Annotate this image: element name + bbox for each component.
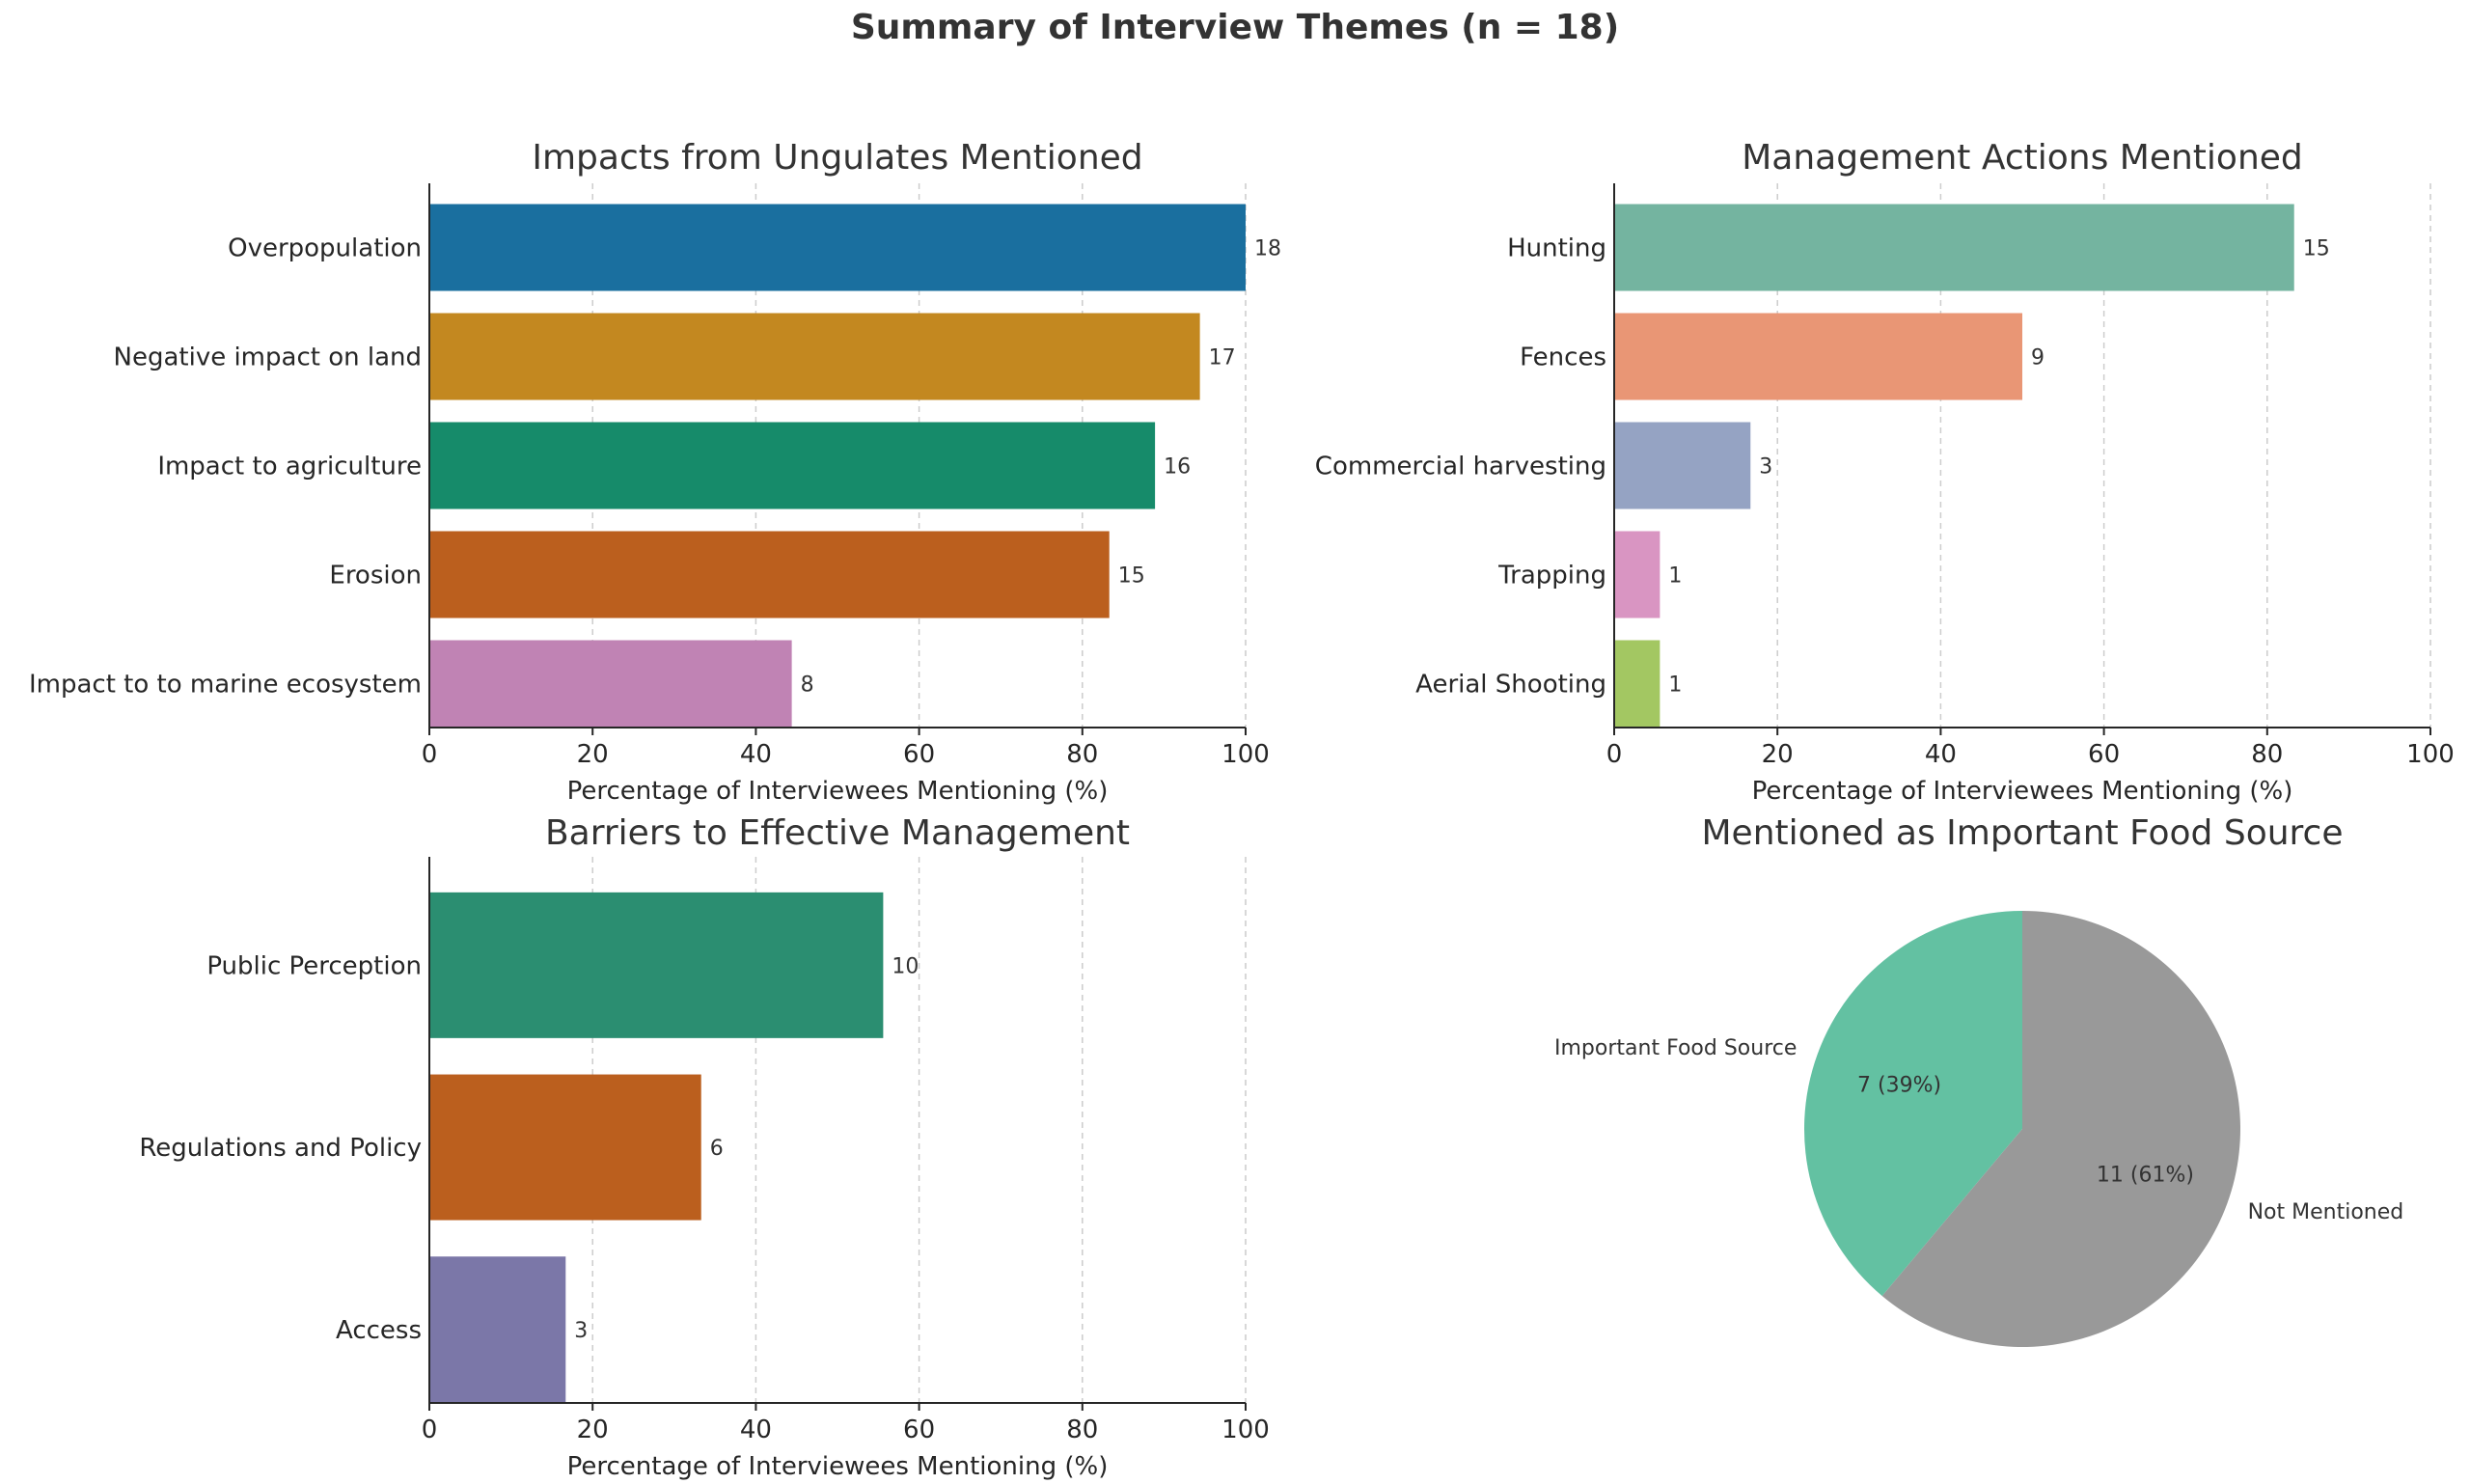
- x-tick-label: 0: [422, 1415, 438, 1444]
- category-label: Trapping: [1497, 562, 1606, 591]
- bar-barriers-1: [429, 1074, 701, 1221]
- chart-food-source: Mentioned as Important Food Source 7 (39%…: [1554, 813, 2403, 1347]
- category-label: Overpopulation: [228, 234, 422, 263]
- x-tick-label: 40: [740, 740, 772, 769]
- x-tick-label: 100: [2406, 740, 2455, 769]
- pie-label: Important Food Source: [1554, 1036, 1797, 1060]
- data-label: 18: [1254, 237, 1281, 261]
- bar-impacts-4: [429, 640, 792, 728]
- x-tick-label: 60: [903, 740, 935, 769]
- x-tick-label: 60: [903, 1415, 935, 1444]
- category-label: Commercial harvesting: [1315, 453, 1606, 481]
- category-label: Aerial Shooting: [1415, 671, 1606, 700]
- x-tick-label: 20: [577, 1415, 609, 1444]
- pie-slice-1: [1881, 910, 2240, 1347]
- x-tick-label: 20: [577, 740, 609, 769]
- x-tick-label: 20: [1762, 740, 1794, 769]
- bar-management-2: [1614, 422, 1751, 509]
- x-axis-label: Percentage of Interviewees Mentioning (%…: [567, 1452, 1109, 1481]
- x-axis-label: Percentage of Interviewees Mentioning (%…: [1752, 777, 2293, 806]
- x-axis-label: Percentage of Interviewees Mentioning (%…: [567, 777, 1109, 806]
- category-label: Access: [336, 1316, 422, 1345]
- category-label: Public Perception: [206, 951, 422, 980]
- chart-impacts: Impacts from Ungulates Mentioned Overpopu…: [29, 138, 1281, 806]
- category-label: Negative impact on land: [114, 344, 422, 372]
- x-tick-label: 40: [740, 1415, 772, 1444]
- category-label: Hunting: [1507, 234, 1606, 263]
- data-label: 9: [2031, 346, 2045, 371]
- data-label: 3: [574, 1319, 588, 1343]
- category-label: Impact to agriculture: [157, 453, 422, 481]
- x-tick-label: 0: [422, 740, 438, 769]
- x-tick-label: 100: [1221, 1415, 1270, 1444]
- pie-pct-label: 7 (39%): [1857, 1074, 1941, 1098]
- x-tick-label: 80: [1066, 740, 1098, 769]
- data-label: 1: [1668, 673, 1682, 698]
- category-label: Fences: [1520, 344, 1606, 372]
- category-label: Erosion: [329, 562, 422, 591]
- pie-pct-label: 11 (61%): [2097, 1163, 2194, 1187]
- pie-label: Not Mentioned: [2248, 1200, 2404, 1224]
- data-label: 17: [1209, 346, 1236, 371]
- data-label: 3: [1759, 455, 1772, 480]
- bar-management-0: [1614, 204, 2294, 291]
- pie-slice-0: [1803, 911, 2022, 1297]
- bar-impacts-1: [429, 313, 1200, 400]
- bar-barriers-2: [429, 1256, 566, 1403]
- x-tick-label: 60: [2088, 740, 2120, 769]
- data-label: 8: [801, 673, 814, 698]
- category-label: Impact to to marine ecosystem: [29, 671, 422, 700]
- x-tick-label: 40: [1925, 740, 1957, 769]
- x-tick-label: 80: [1066, 1415, 1098, 1444]
- x-tick-label: 80: [2251, 740, 2283, 769]
- bar-impacts-2: [429, 422, 1156, 509]
- x-tick-label: 0: [1606, 740, 1623, 769]
- x-tick-label: 100: [1221, 740, 1270, 769]
- chart-title-management: Management Actions Mentioned: [1742, 138, 2303, 178]
- figure-title: Summary of Interview Themes (n = 18): [850, 8, 1620, 47]
- data-label: 15: [2303, 237, 2330, 261]
- chart-title-barriers: Barriers to Effective Management: [545, 813, 1130, 853]
- chart-management: Management Actions Mentioned Hunting 15 Fen…: [1315, 138, 2455, 806]
- chart-title-food-source: Mentioned as Important Food Source: [1701, 813, 2343, 853]
- data-label: 10: [892, 954, 919, 978]
- data-label: 16: [1164, 455, 1191, 480]
- bar-management-3: [1614, 531, 1660, 618]
- bar-impacts-3: [429, 531, 1110, 618]
- bar-management-4: [1614, 640, 1660, 728]
- bar-impacts-0: [429, 204, 1246, 291]
- bar-management-1: [1614, 313, 2022, 400]
- category-label: Regulations and Policy: [139, 1134, 422, 1163]
- data-label: 6: [710, 1137, 724, 1161]
- bar-barriers-0: [429, 892, 884, 1038]
- chart-title-impacts: Impacts from Ungulates Mentioned: [532, 138, 1142, 178]
- data-label: 15: [1118, 564, 1145, 589]
- chart-barriers: Barriers to Effective Management Public P…: [139, 813, 1269, 1481]
- data-label: 1: [1668, 564, 1682, 589]
